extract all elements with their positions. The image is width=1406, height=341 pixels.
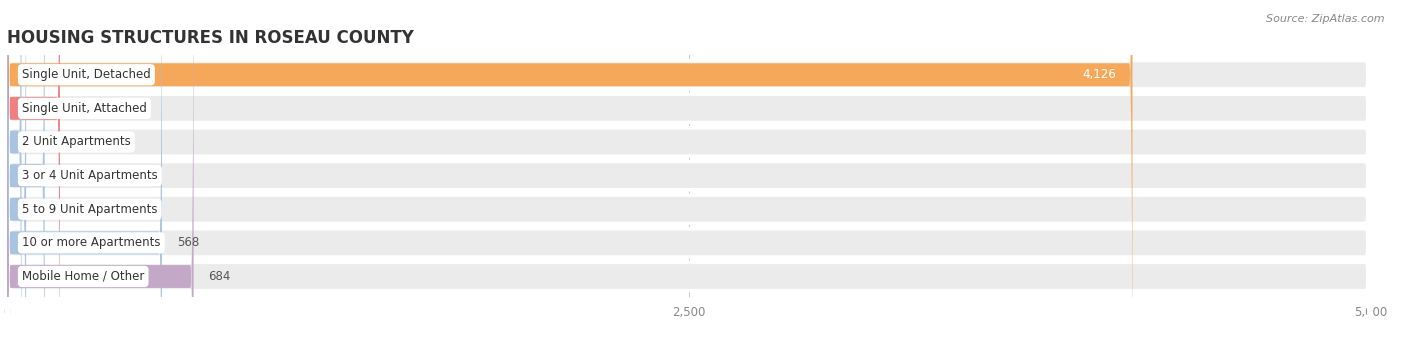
Text: 53: 53 [37, 135, 51, 148]
Text: 70: 70 [41, 203, 56, 216]
Text: 568: 568 [177, 236, 200, 249]
FancyBboxPatch shape [7, 0, 1132, 341]
FancyBboxPatch shape [7, 0, 1371, 341]
Text: 138: 138 [59, 169, 82, 182]
FancyBboxPatch shape [7, 0, 1371, 341]
Text: Single Unit, Detached: Single Unit, Detached [22, 68, 150, 81]
Text: 4,126: 4,126 [1083, 68, 1116, 81]
FancyBboxPatch shape [7, 0, 1371, 341]
FancyBboxPatch shape [7, 0, 21, 341]
Text: Source: ZipAtlas.com: Source: ZipAtlas.com [1267, 14, 1385, 24]
Text: Single Unit, Attached: Single Unit, Attached [22, 102, 146, 115]
FancyBboxPatch shape [7, 0, 1371, 341]
Text: 5 to 9 Unit Apartments: 5 to 9 Unit Apartments [22, 203, 157, 216]
FancyBboxPatch shape [7, 0, 1371, 341]
Text: 684: 684 [208, 270, 231, 283]
FancyBboxPatch shape [7, 0, 1371, 341]
FancyBboxPatch shape [7, 0, 162, 341]
FancyBboxPatch shape [7, 0, 60, 341]
Text: 2 Unit Apartments: 2 Unit Apartments [22, 135, 131, 148]
FancyBboxPatch shape [7, 0, 194, 341]
Text: Mobile Home / Other: Mobile Home / Other [22, 270, 145, 283]
Text: 3 or 4 Unit Apartments: 3 or 4 Unit Apartments [22, 169, 157, 182]
FancyBboxPatch shape [7, 0, 45, 341]
FancyBboxPatch shape [7, 0, 1371, 341]
Text: HOUSING STRUCTURES IN ROSEAU COUNTY: HOUSING STRUCTURES IN ROSEAU COUNTY [7, 29, 413, 47]
Text: 10 or more Apartments: 10 or more Apartments [22, 236, 160, 249]
Text: 194: 194 [75, 102, 97, 115]
FancyBboxPatch shape [7, 0, 27, 341]
